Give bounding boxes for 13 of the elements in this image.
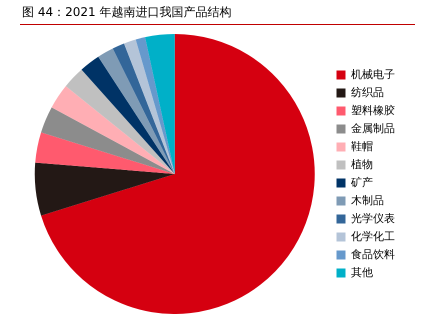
legend-label: 纺织品 bbox=[351, 86, 384, 99]
legend-label: 植物 bbox=[351, 158, 373, 171]
legend-label: 木制品 bbox=[351, 194, 384, 207]
legend-label: 机械电子 bbox=[351, 68, 395, 81]
legend-label: 光学仪表 bbox=[351, 212, 395, 225]
legend-label: 化学化工 bbox=[351, 230, 395, 243]
legend-label: 塑料橡胶 bbox=[351, 104, 395, 117]
legend-label: 金属制品 bbox=[351, 122, 395, 135]
legend-label: 鞋帽 bbox=[351, 140, 373, 153]
legend-label: 其他 bbox=[351, 266, 373, 279]
chart-title: 图 44：2021 年越南进口我国产品结构 bbox=[22, 4, 232, 21]
legend-label: 食品饮料 bbox=[351, 248, 395, 261]
legend-label: 矿产 bbox=[350, 176, 373, 189]
